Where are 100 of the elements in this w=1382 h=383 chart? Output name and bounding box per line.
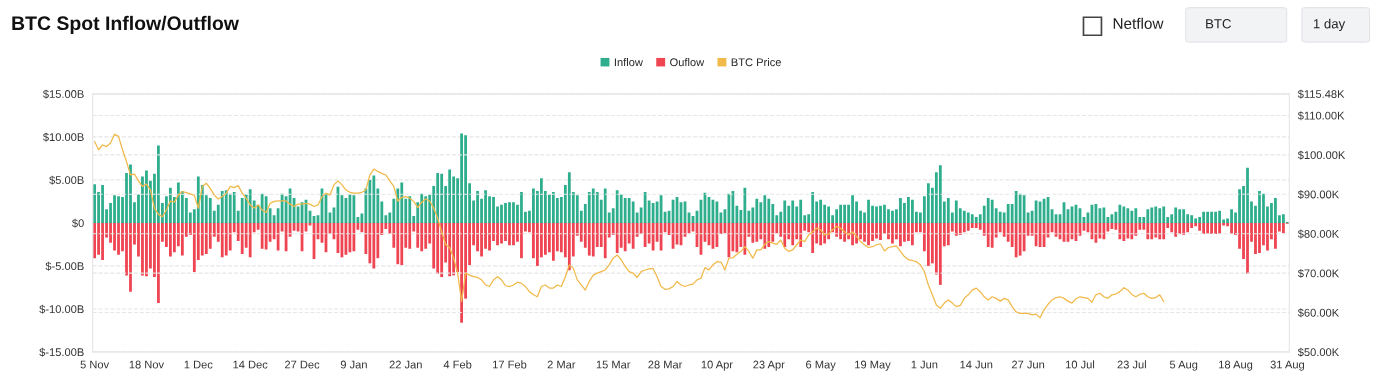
bar <box>619 194 623 223</box>
bar <box>819 222 823 246</box>
bar <box>603 222 607 259</box>
bar <box>1274 197 1277 223</box>
bar <box>875 206 878 223</box>
bar <box>1262 193 1265 223</box>
x-tick-label: 9 Jan <box>340 360 367 369</box>
bar <box>500 204 503 223</box>
bar <box>551 191 555 223</box>
bar <box>763 195 767 223</box>
y-tick-label: $5.00B <box>49 175 84 185</box>
bar <box>180 222 184 256</box>
bar <box>1210 211 1214 223</box>
bar <box>1206 211 1210 223</box>
bar <box>192 222 196 272</box>
bar <box>248 189 252 223</box>
bar <box>536 222 539 266</box>
bar <box>440 222 444 278</box>
bar <box>141 222 144 276</box>
bar <box>547 194 551 223</box>
bar <box>926 183 930 223</box>
bar <box>1198 222 1202 231</box>
bar <box>587 222 591 256</box>
bar <box>117 222 120 255</box>
bar <box>1182 222 1186 235</box>
legend-label: Ouflow <box>670 57 705 67</box>
bar <box>1190 222 1194 229</box>
bar <box>240 197 244 223</box>
bar <box>567 172 571 223</box>
bar <box>631 222 635 249</box>
bar <box>117 196 120 223</box>
bar <box>208 197 212 223</box>
bar <box>1154 206 1158 223</box>
bar <box>823 222 827 244</box>
bar <box>974 216 978 223</box>
bar <box>101 185 104 223</box>
bar <box>448 222 452 277</box>
bar <box>891 210 894 223</box>
bar <box>476 222 479 252</box>
x-tick-label: 18 Aug <box>1219 360 1253 371</box>
bar <box>1018 193 1022 223</box>
x-tick-label: 23 Apr <box>753 360 785 371</box>
bar <box>504 222 507 241</box>
bar <box>1162 206 1166 223</box>
bar <box>1258 222 1261 254</box>
x-tick-label: 2 Mar <box>547 360 576 369</box>
bar <box>1130 222 1134 240</box>
bar <box>946 222 950 246</box>
bar <box>771 203 775 223</box>
bar <box>1230 209 1233 223</box>
text: BTC <box>1206 19 1231 29</box>
bar <box>1174 207 1178 223</box>
bar <box>496 222 499 246</box>
bar <box>1214 222 1217 235</box>
bar <box>1158 208 1162 223</box>
bar <box>129 164 132 223</box>
y-tick-label: $-10.00B <box>39 304 84 314</box>
bar <box>811 222 815 254</box>
bar <box>907 197 910 223</box>
bar <box>1198 216 1202 223</box>
y-tick-label: $10.00B <box>42 132 84 142</box>
bar <box>129 222 132 292</box>
bar <box>1146 222 1150 240</box>
bar <box>875 222 878 239</box>
bar <box>101 222 104 260</box>
bar <box>1022 222 1026 252</box>
text: 1 day <box>1313 18 1346 32</box>
bar <box>504 203 507 223</box>
bar <box>1146 209 1150 223</box>
bar <box>224 190 228 223</box>
bar <box>767 198 771 223</box>
bar <box>791 200 795 223</box>
chart-title: BTC Spot Inflow/Outflow <box>12 15 239 34</box>
bar <box>1178 222 1182 235</box>
bar <box>1230 222 1233 235</box>
bar <box>743 187 747 223</box>
bar <box>1206 222 1210 235</box>
bar <box>763 222 767 249</box>
y2-tick-label: $90.00K <box>1297 190 1340 200</box>
bar <box>93 222 96 259</box>
bar <box>232 191 236 223</box>
bar <box>1006 203 1010 223</box>
bar <box>767 222 771 247</box>
bar <box>974 222 978 229</box>
bar <box>260 193 264 223</box>
bar <box>512 222 515 246</box>
bar <box>623 197 627 223</box>
bar <box>903 222 906 242</box>
bar <box>488 222 491 251</box>
bar <box>954 200 958 223</box>
bar <box>986 222 990 247</box>
bar <box>396 222 400 265</box>
bar <box>787 205 791 223</box>
bar <box>424 196 428 223</box>
bar <box>827 206 831 223</box>
bar <box>200 222 204 256</box>
x-tick-label: 6 May <box>806 360 836 371</box>
bar <box>1282 222 1285 234</box>
bar <box>432 222 436 269</box>
bar <box>783 222 787 247</box>
